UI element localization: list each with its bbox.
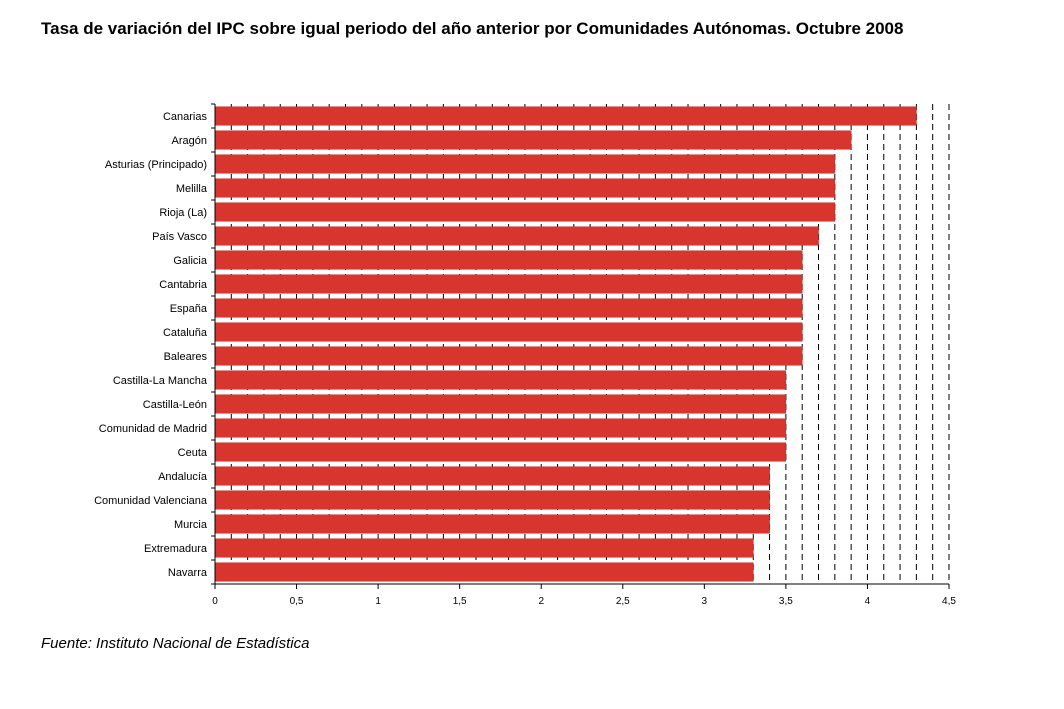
category-label: País Vasco: [152, 231, 207, 243]
bar: [214, 442, 787, 462]
bar: [214, 466, 770, 486]
category-labels: Canarias Aragón Asturias (Principado) Melil…: [94, 111, 208, 579]
bar: [214, 106, 917, 126]
bar: [214, 298, 803, 318]
category-label: Ceuta: [178, 447, 208, 459]
axes: [211, 103, 950, 589]
category-label: Andalucía: [158, 471, 208, 483]
x-tick-label: 3,5: [779, 596, 793, 607]
category-label: Baleares: [164, 351, 208, 363]
category-label: Canarias: [163, 111, 208, 123]
bar: [214, 250, 803, 270]
x-tick-label: 3: [702, 596, 708, 607]
category-label: Comunidad Valenciana: [94, 495, 208, 507]
category-label: Extremadura: [144, 543, 208, 555]
bar: [214, 490, 770, 510]
bar: [214, 538, 754, 558]
category-label: Galicia: [173, 255, 208, 267]
bars: [214, 106, 917, 582]
category-label: Aragón: [172, 135, 207, 147]
source-note: Fuente: Instituto Nacional de Estadístic…: [41, 635, 310, 652]
category-label: Cantabria: [159, 279, 208, 291]
bar: [214, 418, 787, 438]
chart-title: Tasa de variación del IPC sobre igual pe…: [41, 19, 904, 38]
category-label: Navarra: [168, 567, 208, 579]
x-tick-label: 0,5: [290, 596, 304, 607]
category-label: Castilla-León: [143, 399, 207, 411]
bar: [214, 178, 836, 198]
category-label: Cataluña: [163, 327, 208, 339]
bar: [214, 562, 754, 582]
x-tick-label: 2: [538, 596, 544, 607]
bar: [214, 130, 852, 150]
category-label: Melilla: [176, 183, 208, 195]
bar: [214, 274, 803, 294]
x-tick-label: 2,5: [616, 596, 630, 607]
x-tick-label: 1,5: [453, 596, 467, 607]
bar: [214, 226, 819, 246]
x-tick-label: 1: [375, 596, 381, 607]
category-label: Murcia: [174, 519, 208, 531]
category-label: Comunidad de Madrid: [99, 423, 207, 435]
category-label: Rioja (La): [159, 207, 207, 219]
gridlines: [230, 104, 950, 584]
tick-labels: 0 0,5 1 1,5 2 2,5 3 3,5 4 4,5: [212, 596, 956, 607]
category-label: Castilla-La Mancha: [113, 375, 208, 387]
bar: [214, 202, 836, 222]
x-tick-label: 4: [865, 596, 871, 607]
category-label: España: [170, 303, 208, 315]
bar: [214, 346, 803, 366]
bar: [214, 370, 787, 390]
x-tick-label: 4,5: [942, 596, 956, 607]
x-tick-label: 0: [212, 596, 218, 607]
bar: [214, 154, 836, 174]
category-label: Asturias (Principado): [105, 159, 207, 171]
bar: [214, 322, 803, 342]
bar: [214, 394, 787, 414]
bar: [214, 514, 770, 534]
